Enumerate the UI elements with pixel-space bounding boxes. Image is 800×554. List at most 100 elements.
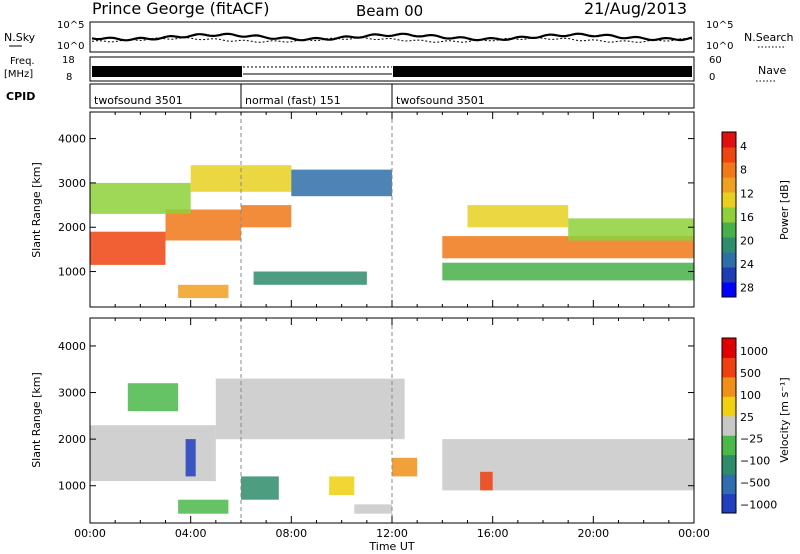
nsky-label: N.Sky bbox=[4, 31, 36, 44]
velocity-colorbar-tick-label: 25 bbox=[740, 411, 754, 424]
power-colorbar-swatch bbox=[722, 267, 736, 283]
velocity-y-tick-label: 4000 bbox=[58, 340, 86, 353]
velocity-data-band bbox=[480, 471, 493, 491]
power-y-tick-label: 2000 bbox=[58, 221, 86, 234]
power-colorbar-tick-label: 4 bbox=[740, 140, 747, 153]
nsky-frame bbox=[89, 21, 695, 53]
power-colorbar-swatch bbox=[722, 177, 736, 193]
velocity-colorbar: 1000 500 100 25 −25 −100 −500 −1000 bbox=[721, 337, 777, 514]
velocity-data-band bbox=[215, 378, 405, 440]
velocity-cells bbox=[90, 318, 694, 523]
freq-tick-bottom: 8 bbox=[66, 72, 72, 83]
power-data-band bbox=[165, 209, 241, 241]
nsearch-label: N.Search bbox=[744, 31, 794, 44]
nsearch-tick-top: 10^5 bbox=[706, 20, 733, 31]
velocity-colorbar-swatch bbox=[722, 338, 736, 358]
cpid-segment-label: twofsound 3501 bbox=[396, 94, 485, 107]
power-colorbar-swatch bbox=[722, 162, 736, 178]
velocity-colorbar-swatch bbox=[722, 357, 736, 378]
nsky-panel: N.Sky 10^5 10^0 10^5 10^0 N.Search bbox=[4, 20, 794, 53]
nsky-tick-bottom: 10^0 bbox=[57, 41, 84, 52]
station-title: Prince George (fitACF) bbox=[92, 0, 270, 18]
freq-unit: [MHz] bbox=[4, 69, 33, 80]
power-colorbar-swatch bbox=[722, 132, 736, 148]
power-panel: Slant Range [km] 1000 2000 3000 4000 4 8 12 16… bbox=[30, 111, 791, 308]
cpid-label: CPID bbox=[6, 90, 35, 103]
power-data-band bbox=[178, 284, 229, 299]
velocity-data-band bbox=[354, 504, 393, 514]
cpid-strip: CPID twofsound 3501 normal (fast) 151 twof… bbox=[6, 83, 695, 109]
velocity-colorbar-tick-label: −500 bbox=[740, 476, 770, 489]
velocity-colorbar-tick-label: 1000 bbox=[740, 345, 768, 358]
x-tick-label: 16:00 bbox=[477, 527, 509, 540]
power-data-band bbox=[291, 169, 392, 197]
power-y-ticks: 1000 2000 3000 4000 bbox=[58, 133, 694, 279]
freq-bar-3 bbox=[393, 66, 692, 77]
velocity-y-tick-label: 3000 bbox=[58, 387, 86, 400]
nsky-trace bbox=[91, 32, 693, 42]
power-y-tick-label: 3000 bbox=[58, 177, 86, 190]
power-colorbar-swatch bbox=[722, 222, 736, 238]
velocity-colorbar-frame bbox=[721, 337, 737, 514]
velocity-colorbar-tick-label: 100 bbox=[740, 389, 761, 402]
velocity-colorbar-tick-label: −100 bbox=[740, 455, 770, 468]
power-colorbar-swatch bbox=[722, 207, 736, 223]
velocity-y-tick-label: 2000 bbox=[58, 433, 86, 446]
nsearch-trace bbox=[91, 37, 693, 43]
x-tick-label: 00:00 bbox=[678, 527, 710, 540]
power-colorbar-swatch bbox=[722, 237, 736, 253]
power-x-ticks bbox=[89, 112, 695, 307]
velocity-y-ticks: 1000 2000 3000 4000 bbox=[58, 340, 694, 493]
x-tick-label: 08:00 bbox=[275, 527, 307, 540]
power-colorbar-swatch bbox=[722, 192, 736, 208]
velocity-colorbar-tick-label: 500 bbox=[740, 367, 761, 380]
power-colorbar-tick-label: 28 bbox=[740, 282, 754, 295]
power-data-band bbox=[442, 236, 694, 259]
x-tick-label: 20:00 bbox=[577, 527, 609, 540]
velocity-data-band bbox=[90, 425, 216, 482]
cpid-segment-label: normal (fast) 151 bbox=[245, 94, 341, 107]
cpid-segment-label: twofsound 3501 bbox=[94, 94, 183, 107]
power-colorbar: 4 8 12 16 20 24 28 bbox=[721, 131, 754, 298]
power-colorbar-tick-label: 20 bbox=[740, 234, 754, 247]
velocity-colorbar-swatch bbox=[722, 454, 736, 475]
velocity-colorbar-label: Velocity [m s⁻¹] bbox=[778, 377, 791, 462]
power-colorbar-tick-label: 24 bbox=[740, 258, 754, 271]
freq-bar-1 bbox=[92, 66, 242, 77]
x-axis-label: Time UT bbox=[368, 540, 414, 553]
velocity-colorbar-swatch bbox=[722, 376, 736, 397]
velocity-colorbar-swatch bbox=[722, 415, 736, 436]
freq-tick-top: 18 bbox=[62, 55, 75, 66]
power-colorbar-swatch bbox=[722, 147, 736, 163]
power-data-band bbox=[253, 271, 367, 285]
nsearch-tick-bottom: 10^0 bbox=[706, 41, 733, 52]
nave-label: Nave bbox=[758, 64, 786, 77]
velocity-colorbar-swatch bbox=[722, 396, 736, 417]
power-data-band bbox=[241, 205, 292, 228]
velocity-panel: Slant Range [km] 1000 2000 3000 4000 1000 50… bbox=[30, 317, 791, 524]
beam-label: Beam 00 bbox=[356, 2, 423, 20]
time-axis: 00:00 04:00 08:00 12:00 16:00 20:00 00:00 bbox=[74, 527, 710, 540]
velocity-colorbar-swatch bbox=[722, 493, 736, 514]
velocity-y-axis-label: Slant Range [km] bbox=[30, 372, 43, 468]
x-tick-label: 00:00 bbox=[74, 527, 106, 540]
velocity-x-ticks bbox=[89, 318, 695, 523]
power-cells bbox=[90, 112, 694, 307]
nave-tick-bottom: 0 bbox=[709, 72, 715, 83]
velocity-colorbar-swatch bbox=[722, 435, 736, 456]
power-colorbar-tick-label: 8 bbox=[740, 164, 747, 177]
velocity-colorbar-swatch bbox=[722, 474, 736, 495]
power-data-band bbox=[442, 262, 694, 281]
power-y-tick-label: 4000 bbox=[58, 133, 86, 146]
velocity-data-band bbox=[329, 476, 355, 495]
power-data-band bbox=[467, 205, 569, 228]
velocity-data-band bbox=[442, 439, 694, 491]
velocity-data-band bbox=[392, 457, 418, 477]
velocity-y-tick-label: 1000 bbox=[58, 480, 86, 493]
power-colorbar-frame bbox=[721, 131, 737, 298]
power-colorbar-tick-label: 16 bbox=[740, 211, 754, 224]
x-tick-label: 04:00 bbox=[175, 527, 207, 540]
power-data-band bbox=[90, 231, 166, 265]
date-label: 21/Aug/2013 bbox=[584, 0, 687, 18]
